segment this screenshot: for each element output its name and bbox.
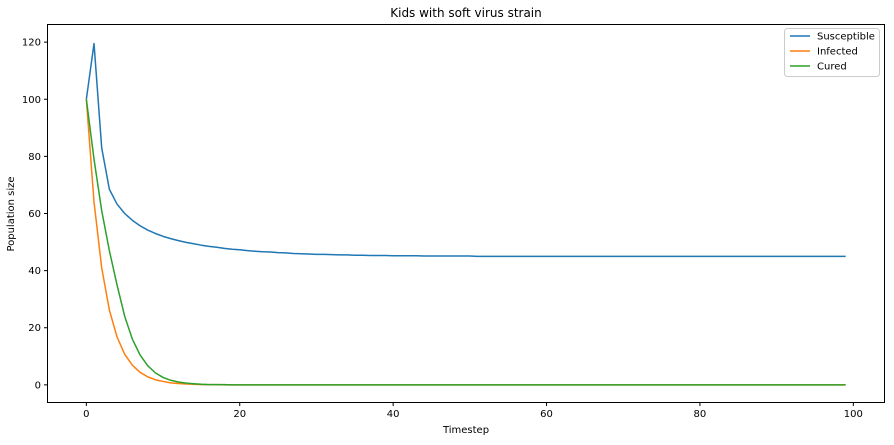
y-tick-label: 100 bbox=[22, 95, 41, 106]
chart-title: Kids with soft virus strain bbox=[390, 6, 542, 20]
series-line-cured bbox=[85, 99, 846, 386]
series-lines bbox=[85, 42, 846, 386]
y-axis-label: Population size bbox=[6, 176, 17, 251]
legend-label: Susceptible bbox=[817, 32, 875, 43]
legend-label: Infected bbox=[817, 47, 858, 58]
x-tick-label: 60 bbox=[540, 409, 553, 420]
plot-frame bbox=[47, 24, 885, 403]
legend-label: Cured bbox=[817, 62, 847, 73]
x-tick-label: 80 bbox=[694, 409, 707, 420]
axes: 0 20 40 60 80 100 0 20 40 60 80 100 120 bbox=[22, 38, 863, 420]
y-tick-label: 20 bbox=[28, 323, 41, 334]
x-tick-label: 0 bbox=[83, 409, 89, 420]
series-line-susceptible bbox=[85, 42, 846, 258]
x-axis-label: Timestep bbox=[442, 425, 489, 436]
x-tick-label: 20 bbox=[233, 409, 246, 420]
legend: Susceptible Infected Cured bbox=[784, 28, 880, 77]
y-tick-label: 0 bbox=[35, 380, 41, 391]
y-tick-label: 80 bbox=[28, 152, 41, 163]
legend-box bbox=[784, 28, 880, 77]
y-tick-label: 120 bbox=[22, 38, 41, 49]
x-tick-label: 100 bbox=[844, 409, 863, 420]
y-tick-label: 60 bbox=[28, 209, 41, 220]
x-tick-label: 40 bbox=[387, 409, 400, 420]
y-tick-label: 40 bbox=[28, 266, 41, 277]
series-line-infected bbox=[85, 99, 846, 386]
